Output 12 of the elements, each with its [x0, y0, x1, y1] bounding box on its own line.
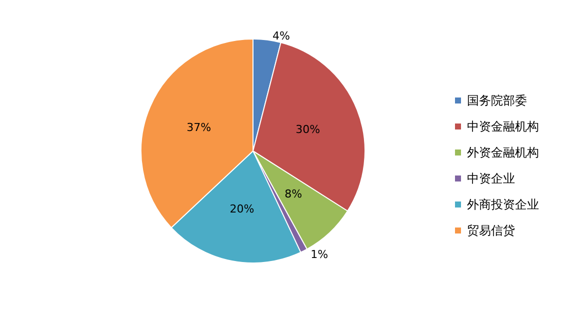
data-label: 37% — [186, 121, 212, 134]
legend-label: 中资企业 — [467, 172, 515, 186]
legend-label: 外商投资企业 — [467, 198, 539, 212]
legend-label: 贸易信贷 — [467, 224, 515, 238]
data-label: 20% — [230, 202, 254, 216]
data-label: 4% — [272, 29, 290, 42]
legend-label: 中资金融机构 — [467, 120, 539, 134]
data-label: 8% — [284, 188, 302, 201]
data-label: 30% — [296, 122, 320, 136]
legend-label: 外资金融机构 — [467, 146, 539, 160]
legend-label: 国务院部委 — [467, 94, 527, 108]
data-label: 1% — [310, 248, 328, 261]
